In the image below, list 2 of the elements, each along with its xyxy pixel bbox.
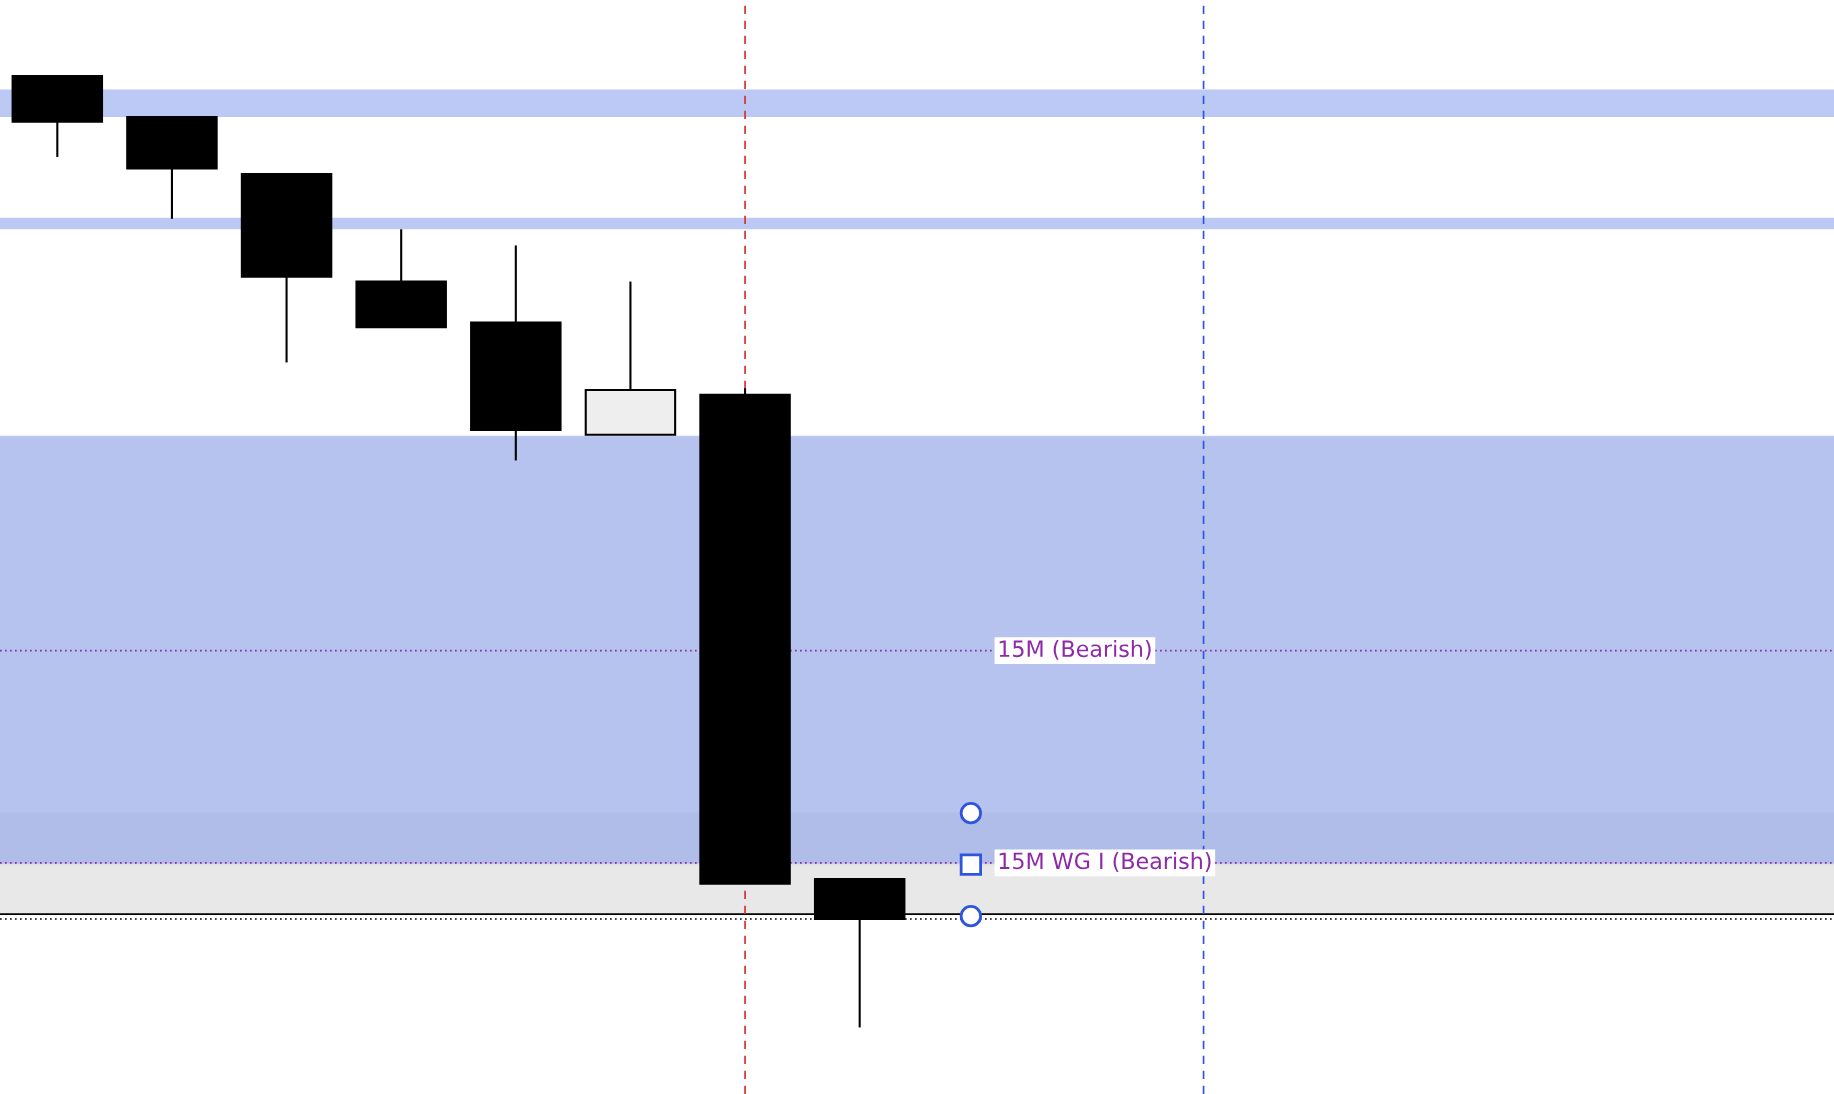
ref-line-label: 15M (Bearish) xyxy=(999,639,1151,660)
ref-line-label: 15M WG I (Bearish) xyxy=(999,852,1211,872)
